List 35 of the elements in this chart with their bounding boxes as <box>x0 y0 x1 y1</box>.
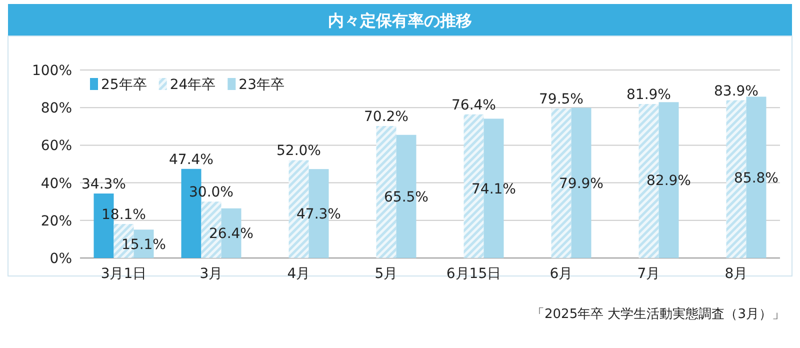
y-tick-label: 40% <box>40 176 72 192</box>
data-label: 26.4% <box>209 226 254 242</box>
data-label: 52.0% <box>276 143 321 160</box>
data-label: 82.9% <box>646 173 691 190</box>
chart-title: 内々定保有率の推移 <box>328 11 472 30</box>
x-tick-label: 5月 <box>374 266 398 282</box>
legend-label: 25年卒 <box>101 77 147 93</box>
x-tick-label: 4月 <box>287 266 310 282</box>
legend-label: 23年卒 <box>238 77 284 93</box>
data-label: 79.9% <box>559 176 604 192</box>
x-tick-label: 3月1日 <box>100 266 147 282</box>
y-tick-label: 0% <box>50 251 72 267</box>
data-label: 81.9% <box>626 87 671 104</box>
data-label: 34.3% <box>82 176 126 193</box>
data-label: 83.9% <box>714 83 758 100</box>
x-tick-label: 7月 <box>637 266 660 282</box>
data-label: 79.5% <box>539 92 584 108</box>
data-label: 47.3% <box>296 206 341 223</box>
data-label: 85.8% <box>734 170 778 186</box>
data-label: 47.4% <box>169 152 214 168</box>
x-tick-label: 3月 <box>200 266 223 282</box>
data-label: 70.2% <box>364 109 408 126</box>
data-label: 74.1% <box>472 181 516 198</box>
data-label: 15.1% <box>122 236 166 253</box>
y-tick-label: 20% <box>40 213 72 230</box>
text: 「2025年卒 大学生活動実態調査（3月）」 <box>532 306 785 322</box>
x-tick-label: 6月15日 <box>446 266 502 282</box>
data-label: 76.4% <box>452 97 496 114</box>
y-tick-label: 100% <box>32 63 72 79</box>
data-label: 65.5% <box>384 189 428 206</box>
y-tick-label: 80% <box>40 100 72 117</box>
legend-label: 24年卒 <box>170 77 216 93</box>
y-tick-label: 60% <box>40 138 72 154</box>
x-tick-label: 8月 <box>724 266 748 282</box>
x-tick-label: 6月 <box>550 266 573 282</box>
